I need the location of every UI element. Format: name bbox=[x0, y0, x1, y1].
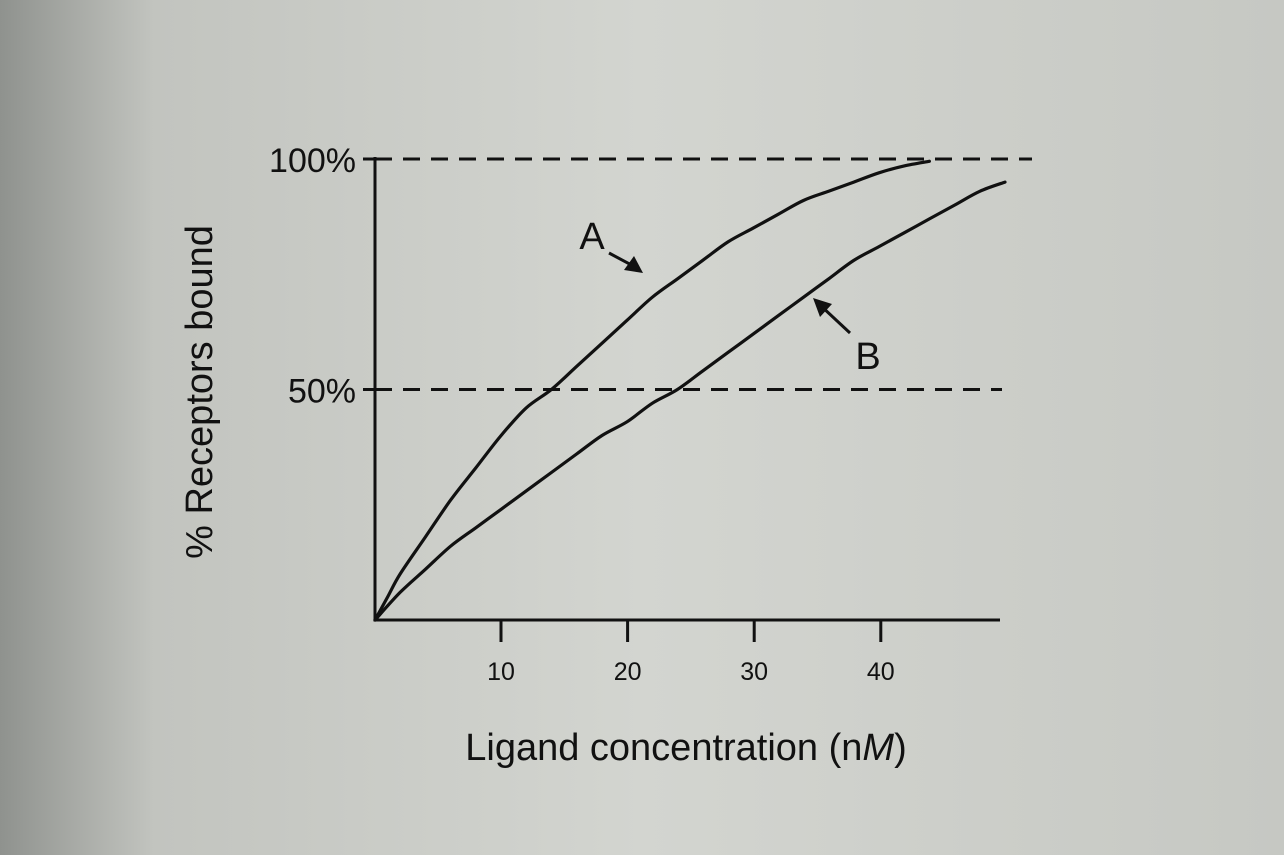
y-tick-label-50: 50% bbox=[288, 373, 356, 411]
x-tick-label-30: 30 bbox=[740, 658, 768, 686]
x-tick-label-20: 20 bbox=[614, 658, 642, 686]
annotation-arrowhead-B bbox=[813, 298, 832, 317]
labels: 10 20 30 40 50% 100% A B Ligand concentration (n… bbox=[179, 142, 907, 769]
x-axis-title: Ligand concentration (nM) bbox=[465, 727, 906, 769]
x-tick-label-40: 40 bbox=[867, 658, 895, 686]
series-curve-B bbox=[373, 180, 1007, 622]
reference-lines bbox=[375, 157, 1032, 391]
y-axis-title: % Receptors bound bbox=[179, 225, 221, 559]
annotation-label-A: A bbox=[579, 216, 605, 258]
annotation-label-B: B bbox=[855, 336, 880, 378]
y-tick-label-100: 100% bbox=[269, 142, 356, 180]
axes bbox=[363, 157, 1000, 642]
x-tick-label-10: 10 bbox=[487, 658, 515, 686]
series-curve-A bbox=[373, 159, 931, 622]
series-curves bbox=[373, 159, 1007, 622]
annotation-arrowhead-A bbox=[624, 256, 643, 273]
